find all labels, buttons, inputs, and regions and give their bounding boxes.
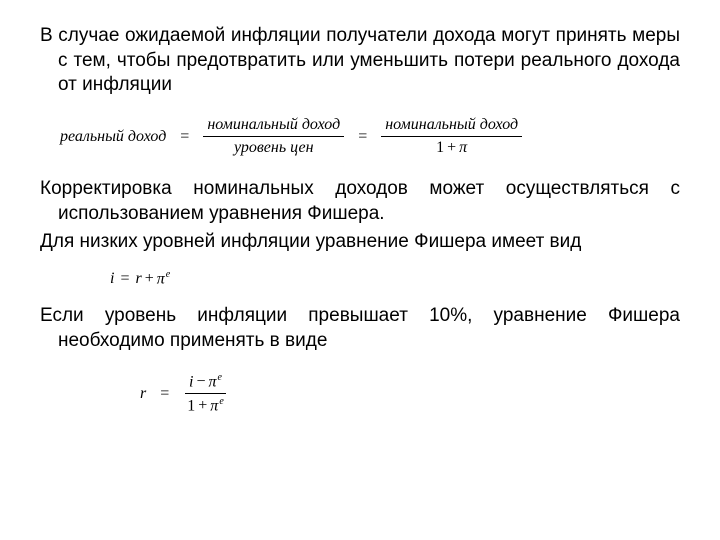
minus-sign: − [193,373,208,390]
paragraph-1: В случае ожидаемой инфляции получатели д… [40,24,680,98]
formula-fisher-full: r = i−πe 1+πe [140,372,680,416]
fraction-1-num: номинальный доход [203,116,344,137]
pi-var-3: π [209,373,217,390]
plus-sign-2: + [142,270,157,288]
pi-var-4: π [210,397,218,414]
equals-sign-3: = [114,270,135,288]
paragraph-3: Для низких уровней инфляции уравнение Фи… [40,230,680,255]
sup-e-3: e [219,396,223,407]
fraction-3-den: 1+πe [183,394,228,415]
fraction-1-den: уровень цен [230,137,318,157]
paragraph-4: Если уровень инфляции превышает 10%, ура… [40,304,680,353]
sup-e: e [166,269,170,280]
var-r-2: r [140,385,146,403]
fraction-1: номинальный доход уровень цен [203,116,344,157]
formula-fisher-simple: i = r + πe [110,269,680,288]
fraction-3-num: i−πe [185,372,226,394]
formula-lhs: реальный доход [60,128,166,146]
equals-sign: = [174,128,195,146]
equals-sign-2: = [352,128,373,146]
equals-sign-4: = [154,385,175,403]
var-pi-e: πe [157,269,170,288]
fraction-2-den: 1+π [432,137,471,157]
fraction-2: номинальный доход 1+π [381,116,522,157]
pi-var: π [459,139,467,156]
sup-e-2: e [218,372,222,383]
formula-real-income: реальный доход = номинальный доход урове… [60,116,680,157]
plus-sign: + [444,139,459,156]
paragraph-2: Корректировка номинальных доходов может … [40,177,680,226]
fraction-2-num: номинальный доход [381,116,522,137]
fraction-3: i−πe 1+πe [183,372,228,416]
fraction-2-den-const: 1 [436,139,444,156]
plus-sign-3: + [195,397,210,414]
pi-var-2: π [157,270,165,287]
